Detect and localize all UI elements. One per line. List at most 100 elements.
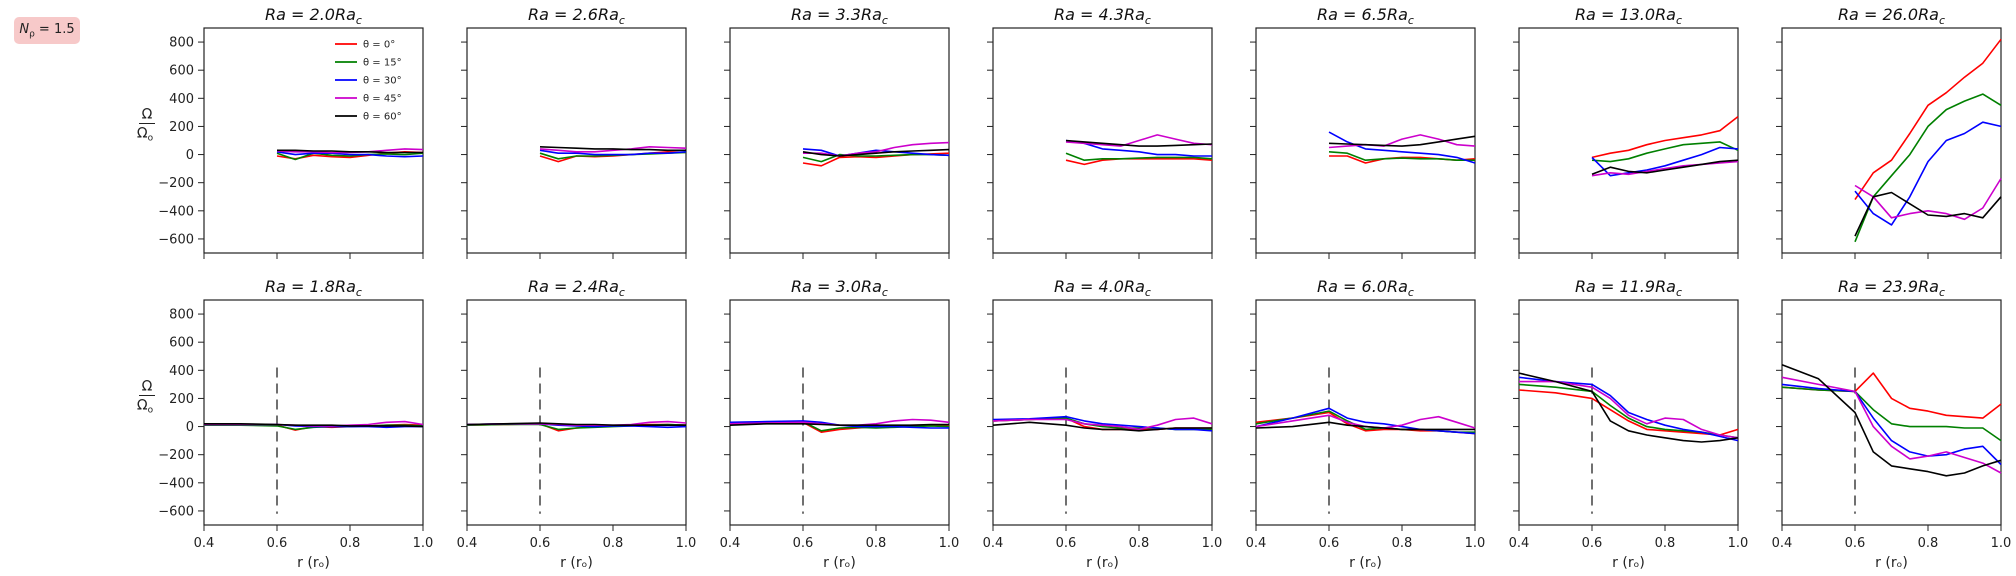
y-axis-label-numerator: Ω	[142, 379, 153, 395]
series-line	[1065, 139, 1212, 157]
series-line	[729, 422, 949, 427]
axes-frame	[992, 299, 1213, 526]
panel-12: 0.4 0.6 0.8 1.0 Ra = 6.0Rac r (rₒ)	[1246, 277, 1486, 571]
x-axis-label: r (rₒ)	[1349, 555, 1382, 571]
axes-frame	[203, 299, 424, 526]
panel-11: 0.4 0.6 0.8 1.0 Ra = 4.0Rac r (rₒ)	[983, 277, 1223, 571]
series-line	[539, 146, 686, 152]
x-axis-label: r (rₒ)	[1086, 555, 1119, 571]
axes-frame	[992, 27, 1213, 254]
axes-frame	[729, 27, 950, 254]
series-line	[802, 148, 950, 157]
x-axis-label: r (rₒ)	[1875, 555, 1908, 571]
y-tick-label: 600	[169, 336, 194, 351]
panel-3: Ra = 3.3Rac	[724, 5, 950, 259]
panel-2: Ra = 2.6Rac	[461, 5, 687, 259]
series-line	[1591, 160, 1739, 177]
x-tick-label: 0.4	[720, 536, 741, 551]
series-line	[1518, 376, 1739, 442]
x-tick-label: 0.4	[1509, 536, 1530, 551]
x-tick-label: 1.0	[1465, 536, 1486, 551]
panel-title: Ra = 13.0Rac	[1575, 5, 1682, 27]
panel-title: Ra = 6.5Rac	[1317, 5, 1414, 27]
series-line	[1519, 380, 1739, 439]
y-tick-label: −600	[158, 504, 194, 519]
axes-frame	[1255, 299, 1476, 526]
panel-6: Ra = 13.0Rac	[1513, 5, 1739, 259]
series-line	[1255, 421, 1475, 431]
series-line	[1854, 178, 2002, 221]
panel-7: Ra = 26.0Rac	[1776, 5, 2002, 259]
badge-text: Nρ = 1.5	[19, 21, 75, 40]
panel-title: Ra = 4.0Rac	[1054, 277, 1151, 299]
y-tick-label: 800	[169, 308, 194, 323]
x-axis-label: r (rₒ)	[823, 555, 856, 571]
series-line	[1854, 38, 2002, 201]
series-line	[1781, 376, 2002, 474]
x-tick-label: 0.8	[1918, 536, 1939, 551]
panel-title: Ra = 3.0Rac	[791, 277, 888, 299]
x-tick-label: 0.6	[1319, 536, 1340, 551]
axes-frame	[1255, 27, 1476, 254]
y-tick-label: 0	[186, 148, 194, 163]
series-line	[1591, 146, 1739, 177]
y-tick-label: −600	[158, 232, 194, 247]
axes-frame	[1781, 27, 2002, 254]
series-line	[539, 146, 687, 153]
y-tick-label: −400	[158, 204, 194, 219]
y-tick-label: 400	[169, 364, 194, 379]
x-tick-label: 0.8	[1392, 536, 1413, 551]
panel-9: 0.4 0.6 0.8 1.0 Ra = 2.4Rac r (rₒ)	[457, 277, 697, 571]
y-tick-label: −400	[158, 476, 194, 491]
series-line	[1065, 152, 1213, 161]
x-tick-label: 0.4	[1772, 536, 1793, 551]
y-tick-label: 0	[186, 420, 194, 435]
panel-title: Ra = 11.9Rac	[1575, 277, 1682, 299]
x-axis-label: r (rₒ)	[560, 555, 593, 571]
x-tick-label: 0.6	[1056, 536, 1077, 551]
x-tick-label: 0.8	[603, 536, 624, 551]
axes-frame	[1518, 27, 1739, 254]
y-axis-label-denominator: Ωo	[137, 126, 154, 144]
series-line	[992, 417, 1213, 431]
series-line	[277, 149, 423, 154]
axes-frame	[466, 299, 687, 526]
series-line	[276, 152, 424, 161]
x-tick-label: 0.4	[1246, 536, 1267, 551]
x-tick-label: 0.8	[1129, 536, 1150, 551]
legend-label: θ = 60°	[363, 112, 402, 123]
x-axis-label: r (rₒ)	[297, 555, 330, 571]
legend-label: θ = 30°	[363, 76, 402, 87]
series-line	[1065, 134, 1213, 147]
series-line	[1781, 383, 2002, 466]
x-tick-label: 1.0	[939, 536, 960, 551]
series-line	[1591, 159, 1739, 176]
series-line	[1854, 191, 2002, 237]
series-line	[992, 415, 1213, 432]
series-line	[204, 422, 424, 428]
x-tick-label: 0.4	[983, 536, 1004, 551]
panel-title: Ra = 1.8Rac	[265, 277, 362, 299]
x-tick-label: 1.0	[676, 536, 697, 551]
legend-label: θ = 45°	[363, 94, 402, 105]
series-line	[539, 149, 687, 156]
x-tick-label: 0.6	[267, 536, 288, 551]
x-tick-label: 0.6	[1845, 536, 1866, 551]
n-rho-badge: Nρ = 1.5	[14, 17, 80, 44]
x-tick-label: 1.0	[1991, 536, 2012, 551]
panel-4: Ra = 4.3Rac	[987, 5, 1213, 259]
axes-frame	[1781, 299, 2002, 526]
panel-title: Ra = 2.6Rac	[528, 5, 625, 27]
y-axis-label-denominator: Ωo	[137, 398, 154, 416]
x-tick-label: 0.4	[194, 536, 215, 551]
panel-8: −600 −400 −200 0 200 400 600 800 0.4 0.6 0.8 1.0 Ra …	[137, 277, 433, 571]
panel-title: Ra = 6.0Rac	[1317, 277, 1414, 299]
x-tick-label: 0.4	[457, 536, 478, 551]
y-tick-label: 200	[169, 392, 194, 407]
series-line	[1255, 407, 1476, 435]
y-tick-label: −200	[158, 176, 194, 191]
series-line	[276, 151, 424, 158]
x-tick-label: 1.0	[413, 536, 434, 551]
series-line	[1781, 363, 2002, 477]
